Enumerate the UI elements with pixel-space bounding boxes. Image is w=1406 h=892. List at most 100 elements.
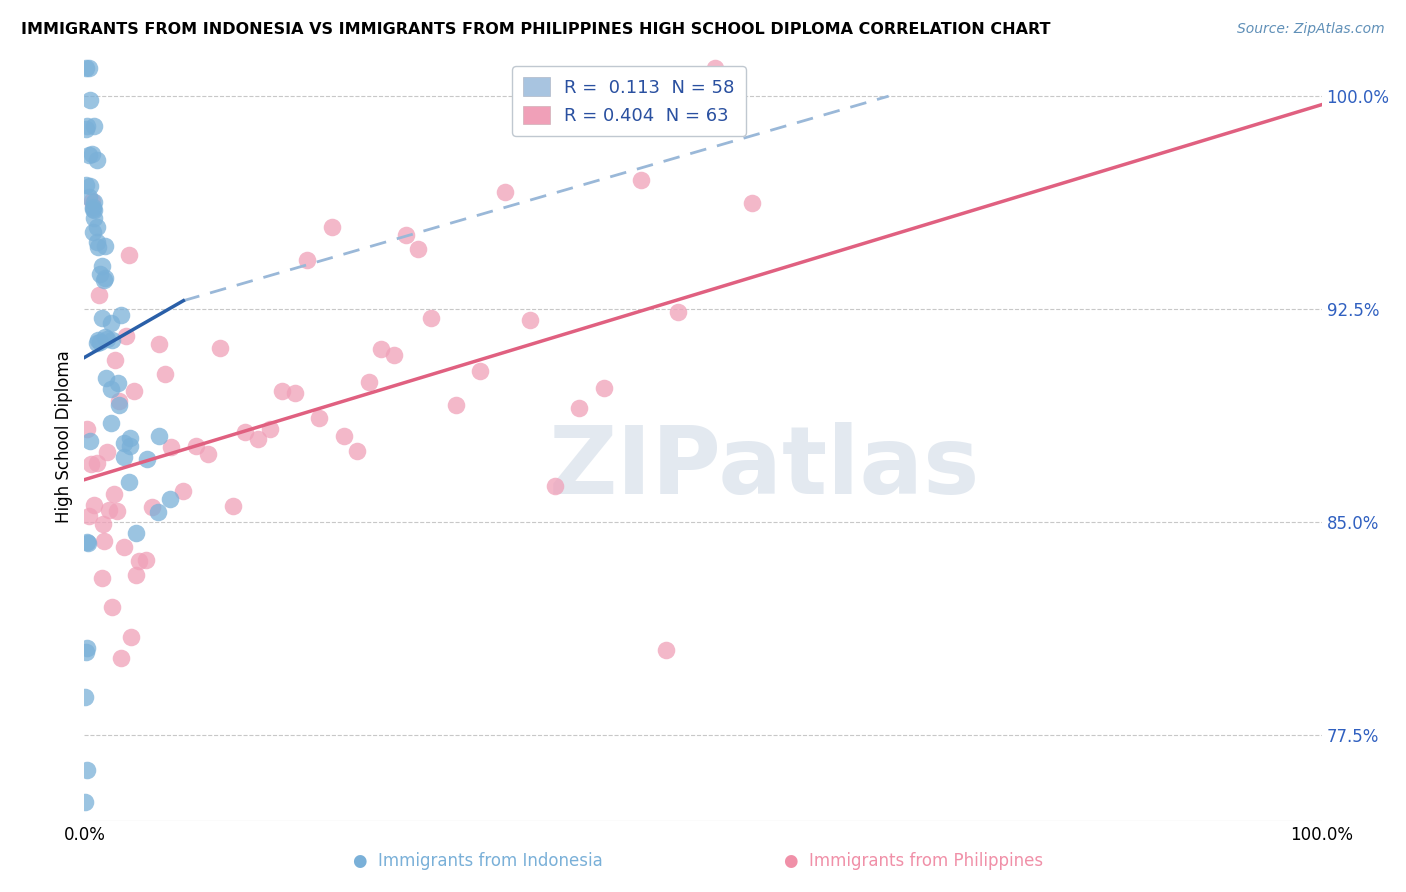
Point: [124, 525, 146, 540]
Point: [100, 382, 122, 396]
Point: [76, 422, 98, 436]
Point: [112, 436, 135, 450]
Point: [96, 371, 118, 385]
Point: [112, 450, 135, 465]
Point: [108, 398, 131, 412]
Point: [120, 630, 142, 644]
Point: [104, 352, 127, 367]
Text: ●  Immigrants from Philippines: ● Immigrants from Philippines: [785, 852, 1043, 870]
Point: [75, 178, 97, 193]
Point: [470, 364, 492, 378]
Point: [87, 240, 110, 254]
Point: [75, 644, 97, 658]
Point: [83, 119, 105, 133]
Point: [118, 431, 141, 445]
Point: [86, 335, 108, 350]
Point: [135, 553, 157, 567]
Point: [93, 272, 115, 286]
Point: [115, 329, 138, 343]
Point: [80, 194, 103, 209]
Point: [408, 242, 430, 256]
Point: [184, 439, 207, 453]
Point: [83, 203, 105, 218]
Point: [79, 457, 101, 471]
Point: [655, 643, 678, 657]
Point: [128, 553, 150, 567]
Point: [79, 178, 101, 193]
Point: [666, 305, 689, 319]
Point: [333, 428, 356, 442]
Point: [357, 375, 380, 389]
Point: [704, 61, 727, 75]
Y-axis label: High School Diploma: High School Diploma: [55, 351, 73, 524]
Point: [382, 348, 405, 362]
Point: [79, 93, 101, 107]
Point: [370, 343, 392, 357]
Point: [246, 432, 269, 446]
Point: [108, 393, 131, 408]
Point: [75, 61, 97, 75]
Point: [86, 235, 108, 249]
Point: [153, 368, 176, 382]
Point: [110, 308, 132, 322]
Point: [91, 516, 114, 531]
Point: [94, 330, 117, 344]
Point: [83, 195, 105, 210]
Point: [308, 411, 330, 425]
Point: [89, 335, 111, 350]
Point: [419, 311, 441, 326]
Text: IMMIGRANTS FROM INDONESIA VS IMMIGRANTS FROM PHILIPPINES HIGH SCHOOL DIPLOMA COR: IMMIGRANTS FROM INDONESIA VS IMMIGRANTS …: [21, 22, 1050, 37]
Point: [83, 499, 105, 513]
Point: [98, 502, 121, 516]
Point: [82, 200, 104, 214]
Point: [73, 690, 96, 704]
Point: [118, 248, 141, 262]
Point: [222, 500, 245, 514]
Point: [593, 381, 616, 395]
Point: [136, 452, 159, 467]
Point: [86, 457, 108, 471]
Point: [77, 536, 100, 550]
Point: [93, 533, 115, 548]
Point: [118, 475, 141, 490]
Point: [86, 153, 108, 167]
Point: [76, 640, 98, 655]
Point: [148, 429, 170, 443]
Point: [83, 211, 105, 226]
Point: [172, 483, 194, 498]
Point: [79, 434, 101, 448]
Point: [146, 506, 169, 520]
Point: [197, 447, 219, 461]
Point: [76, 763, 98, 777]
Point: [76, 534, 98, 549]
Point: [233, 425, 256, 439]
Text: Source: ZipAtlas.com: Source: ZipAtlas.com: [1237, 22, 1385, 37]
Point: [494, 185, 516, 199]
Point: [295, 253, 318, 268]
Point: [110, 650, 132, 665]
Point: [630, 173, 652, 187]
Point: [741, 195, 763, 210]
Point: [107, 376, 129, 390]
Point: [73, 795, 96, 809]
Point: [86, 219, 108, 234]
Point: [79, 61, 101, 75]
Point: [284, 386, 307, 401]
Legend: R =  0.113  N = 58, R = 0.404  N = 63: R = 0.113 N = 58, R = 0.404 N = 63: [512, 66, 745, 136]
Point: [82, 202, 104, 216]
Text: ●  Immigrants from Indonesia: ● Immigrants from Indonesia: [353, 852, 603, 870]
Point: [79, 508, 101, 523]
Point: [122, 384, 145, 399]
Point: [105, 504, 128, 518]
Point: [271, 384, 294, 399]
Point: [103, 487, 125, 501]
Point: [141, 500, 163, 514]
Point: [89, 268, 111, 282]
Point: [87, 333, 110, 347]
Point: [89, 288, 111, 302]
Point: [321, 220, 343, 235]
Point: [75, 121, 97, 136]
Point: [209, 341, 232, 355]
Point: [125, 568, 148, 582]
Point: [100, 416, 122, 430]
